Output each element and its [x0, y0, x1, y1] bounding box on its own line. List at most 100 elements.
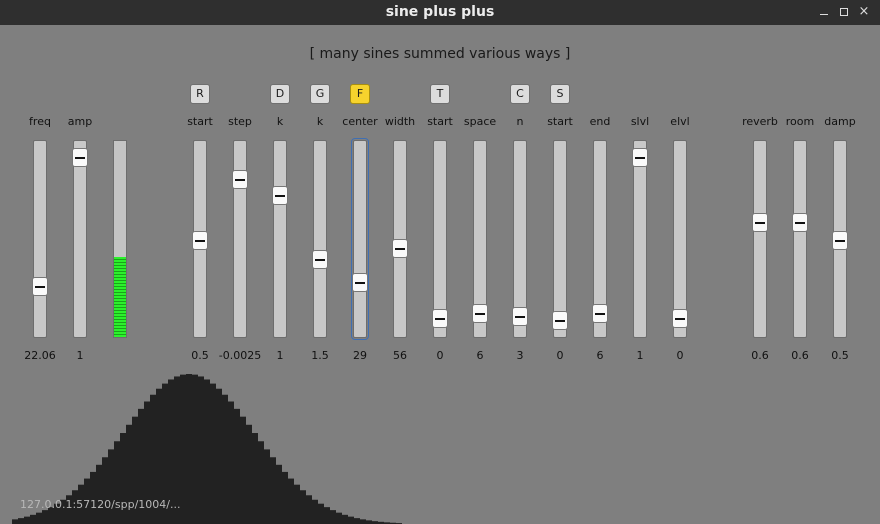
slider-handle[interactable] — [352, 273, 368, 293]
toggle-button-s[interactable]: S — [550, 84, 570, 104]
spectrum-bar — [372, 521, 378, 524]
subtitle: [ many sines summed various ways ] — [309, 46, 571, 62]
slider-handle[interactable] — [312, 250, 328, 270]
slider-handle[interactable] — [552, 311, 568, 331]
spectrum-bar — [252, 433, 258, 524]
spectrum-bar — [24, 516, 30, 524]
slider-value-freq: 22.06 — [24, 349, 56, 362]
slider-handle[interactable] — [832, 230, 848, 250]
slider-handle[interactable] — [752, 212, 768, 232]
toggle-button-r[interactable]: R — [190, 84, 210, 104]
slider-handle[interactable] — [632, 148, 648, 168]
spectrum-bar — [78, 484, 84, 524]
slider-label-start: start — [187, 115, 213, 128]
spectrum-bar — [36, 512, 42, 524]
slider-amp[interactable] — [72, 140, 88, 338]
toggle-button-t[interactable]: T — [430, 84, 450, 104]
maximize-button[interactable] — [834, 3, 854, 21]
slider-label-amp: amp — [67, 115, 93, 128]
slider-handle[interactable] — [32, 277, 48, 297]
slider-handle[interactable] — [592, 303, 608, 323]
spectrum-bar — [390, 522, 396, 524]
spectrum-bar — [138, 408, 144, 524]
spectrum-bar — [276, 464, 282, 524]
slider-step[interactable] — [232, 140, 248, 338]
slider-label-width: width — [384, 115, 416, 128]
spectrum-bar — [318, 503, 324, 524]
spectrum-bar — [384, 522, 390, 524]
slider-n[interactable] — [512, 140, 528, 338]
slider-handle[interactable] — [472, 303, 488, 323]
toggle-button-c[interactable]: C — [510, 84, 530, 104]
spectrum-bar — [378, 521, 384, 524]
spectrum-bar — [102, 457, 108, 524]
slider-label-end: end — [589, 115, 611, 128]
spectrum-bar — [312, 499, 318, 524]
slider-value-start: 0 — [436, 349, 444, 362]
slider-start[interactable] — [432, 140, 448, 338]
slider-room[interactable] — [792, 140, 808, 338]
slider-value-room: 0.6 — [791, 349, 809, 362]
slider-value-k: 1.5 — [311, 349, 329, 362]
spectrum-bar — [246, 424, 252, 524]
spectrum-bar — [168, 379, 174, 524]
slider-k[interactable] — [272, 140, 288, 338]
spectrum-bar — [234, 408, 240, 524]
slider-value-space: 6 — [476, 349, 484, 362]
spectrum-bar — [42, 510, 48, 524]
slider-value-width: 56 — [393, 349, 407, 362]
status-text: 127.0.0.1:57120/spp/1004/... — [20, 498, 181, 511]
spectrum-bar — [336, 512, 342, 524]
slider-label-k: k — [316, 115, 324, 128]
slider-value-reverb: 0.6 — [751, 349, 769, 362]
spectrum-bar — [270, 457, 276, 524]
spectrum-bar — [300, 490, 306, 524]
slider-elvl[interactable] — [672, 140, 688, 338]
spectrum-bar — [264, 449, 270, 524]
slider-freq[interactable] — [32, 140, 48, 338]
slider-value-end: 6 — [596, 349, 604, 362]
slider-value-amp: 1 — [76, 349, 84, 362]
slider-handle[interactable] — [232, 169, 248, 189]
spectrum-bar — [126, 424, 132, 524]
slider-handle[interactable] — [272, 185, 288, 205]
spectrum-bar — [342, 514, 348, 524]
slider-start[interactable] — [192, 140, 208, 338]
spectrum-bar — [330, 510, 336, 524]
spectrum-bar — [144, 401, 150, 524]
slider-reverb[interactable] — [752, 140, 768, 338]
slider-label-space: space — [463, 115, 497, 128]
slider-damp[interactable] — [832, 140, 848, 338]
slider-handle[interactable] — [792, 212, 808, 232]
slider-k[interactable] — [312, 140, 328, 338]
slider-center[interactable] — [351, 138, 369, 340]
minimize-button[interactable] — [814, 3, 834, 21]
spectrum-bar — [162, 383, 168, 524]
slider-handle[interactable] — [672, 309, 688, 329]
slider-value-damp: 0.5 — [831, 349, 849, 362]
slider-handle[interactable] — [512, 307, 528, 327]
toggle-button-d[interactable]: D — [270, 84, 290, 104]
slider-handle[interactable] — [72, 148, 88, 168]
slider-label-reverb: reverb — [742, 115, 778, 128]
slider-value-start: 0 — [556, 349, 564, 362]
slider-value-center: 29 — [353, 349, 367, 362]
slider-end[interactable] — [592, 140, 608, 338]
level-meter — [113, 140, 127, 338]
spectrum-bar — [216, 388, 222, 524]
close-button[interactable]: × — [854, 3, 874, 21]
slider-handle[interactable] — [392, 239, 408, 259]
slider-value-slvl: 1 — [636, 349, 644, 362]
slider-label-center: center — [342, 115, 378, 128]
spectrum-bar — [30, 514, 36, 524]
slider-width[interactable] — [392, 140, 408, 338]
slider-start[interactable] — [552, 140, 568, 338]
spectrum-bar — [114, 441, 120, 524]
slider-space[interactable] — [472, 140, 488, 338]
slider-slvl[interactable] — [632, 140, 648, 338]
slider-handle[interactable] — [192, 230, 208, 250]
toggle-button-f[interactable]: F — [350, 84, 370, 104]
slider-handle[interactable] — [432, 309, 448, 329]
toggle-button-g[interactable]: G — [310, 84, 330, 104]
slider-label-start: start — [547, 115, 573, 128]
